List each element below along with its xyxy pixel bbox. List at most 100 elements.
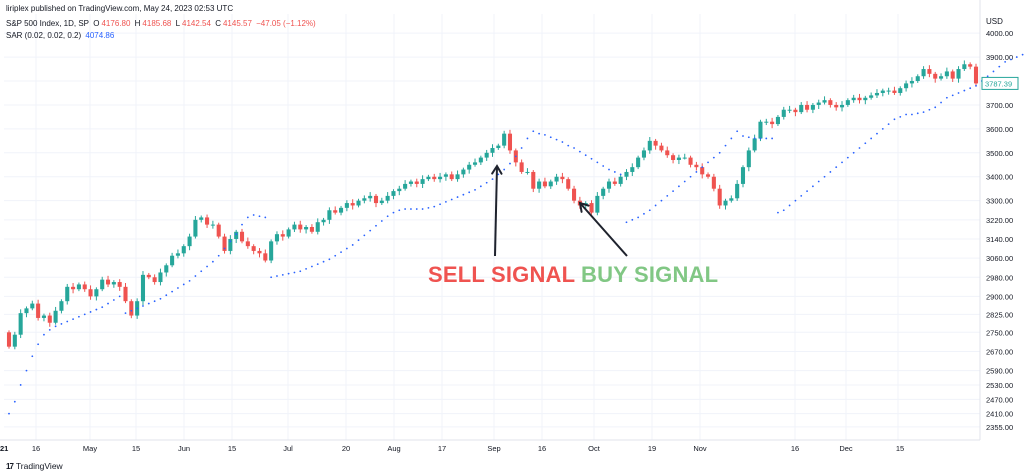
- candle-body: [641, 150, 646, 158]
- sar-dot: [491, 178, 494, 181]
- sar-dot: [829, 171, 832, 173]
- indicator-label[interactable]: SAR (0.02, 0.02, 0.2): [6, 31, 82, 40]
- sar-dot: [573, 147, 575, 149]
- sar-dot: [625, 221, 628, 224]
- sar-dot: [468, 191, 471, 194]
- sar-dot: [37, 343, 40, 346]
- candle-body: [775, 116, 780, 125]
- sar-dot: [940, 101, 942, 104]
- x-tick-label: Dec: [839, 444, 853, 453]
- sar-dot: [433, 205, 436, 208]
- sar-dot: [578, 150, 581, 153]
- sar-dot: [957, 92, 960, 94]
- candle-body: [228, 238, 233, 251]
- sar-dot: [753, 137, 756, 140]
- sar-dot: [689, 175, 692, 178]
- x-tick-label: 20: [342, 444, 350, 453]
- y-tick-label: 3060.00: [986, 254, 1013, 263]
- sar-dot: [31, 355, 34, 358]
- candle-body: [210, 224, 215, 226]
- candle-body: [234, 231, 239, 239]
- candle-body: [286, 229, 291, 237]
- sar-dot: [54, 325, 57, 328]
- x-tick-label: 16: [538, 444, 546, 453]
- y-tick-label: 2670.00: [986, 347, 1013, 356]
- candle-body: [12, 334, 17, 347]
- candle-body: [781, 109, 786, 117]
- candle-body: [321, 219, 326, 223]
- y-tick-label: 2900.00: [986, 292, 1013, 301]
- candle-body: [6, 332, 12, 347]
- sar-dot: [648, 209, 651, 212]
- x-tick-label: 16: [32, 444, 40, 453]
- sar-dot: [590, 157, 593, 160]
- sar-dot: [584, 154, 587, 157]
- candle-body: [886, 90, 891, 92]
- candle-body: [100, 279, 105, 290]
- sar-dot: [404, 208, 407, 210]
- candle-body: [519, 162, 524, 172]
- sar-dot: [811, 185, 814, 188]
- sar-dot: [806, 190, 808, 193]
- footer-brand[interactable]: 17 TradingView: [6, 461, 63, 471]
- sell-arrow: [494, 165, 498, 257]
- candle-body: [810, 104, 815, 110]
- candle-body: [47, 315, 52, 323]
- sar-dot: [159, 297, 162, 300]
- candle-body: [263, 253, 268, 261]
- sar-dot: [998, 65, 1001, 68]
- candle-body: [537, 181, 542, 189]
- sar-dot: [963, 89, 966, 92]
- candle-body: [740, 167, 746, 184]
- sar-dot: [421, 208, 424, 210]
- candle-body: [874, 92, 880, 96]
- sar-dot: [293, 271, 296, 274]
- candle-body: [624, 171, 629, 177]
- sar-dot: [474, 189, 476, 191]
- sar-dot: [130, 309, 133, 312]
- candle-body: [682, 157, 687, 159]
- candle-body: [647, 140, 652, 151]
- candle-body: [420, 179, 425, 184]
- sar-dot: [835, 166, 838, 169]
- y-tick-label: 2590.00: [986, 367, 1013, 376]
- published-line: liriplex published on TradingView.com, M…: [6, 4, 235, 13]
- candle-body: [688, 157, 693, 165]
- sell-signal-label: SELL SIGNAL: [428, 262, 576, 287]
- sar-dot: [893, 118, 896, 121]
- candle-body: [839, 104, 845, 108]
- x-tick-label: 15: [228, 444, 236, 453]
- sar-dot: [986, 75, 989, 78]
- sar-dot: [899, 116, 902, 118]
- symbol-label[interactable]: S&P 500 Index, 1D, SP: [6, 19, 90, 28]
- close-label: C: [215, 19, 221, 28]
- sar-dot: [631, 218, 634, 221]
- sar-dot: [951, 94, 954, 97]
- candle-body: [828, 100, 833, 105]
- sar-dot: [777, 211, 779, 214]
- candle-body: [787, 109, 792, 111]
- sar-dot: [742, 135, 744, 137]
- sar-dot: [841, 161, 843, 164]
- x-tick-label: 2021: [0, 444, 8, 453]
- y-tick-label: 3500.00: [986, 149, 1013, 158]
- candle-body: [449, 174, 454, 180]
- candle-body: [589, 203, 594, 213]
- x-tick-label: Aug: [387, 444, 400, 453]
- candle-body: [857, 97, 862, 101]
- sar-dot: [363, 234, 366, 237]
- candle-body: [187, 236, 192, 247]
- sar-dot: [707, 161, 709, 164]
- indicator-value: 4074.86: [85, 31, 115, 40]
- candle-body: [472, 162, 478, 165]
- sar-dot: [765, 137, 768, 140]
- sar-dot: [922, 111, 925, 114]
- sar-dot: [846, 156, 849, 159]
- sar-dot: [503, 168, 506, 171]
- y-tick-label: 2980.00: [986, 273, 1013, 282]
- y-tick-label: 3900.00: [986, 53, 1013, 62]
- candle-body: [408, 181, 413, 184]
- candle-body: [939, 76, 944, 79]
- sar-dot: [695, 171, 698, 173]
